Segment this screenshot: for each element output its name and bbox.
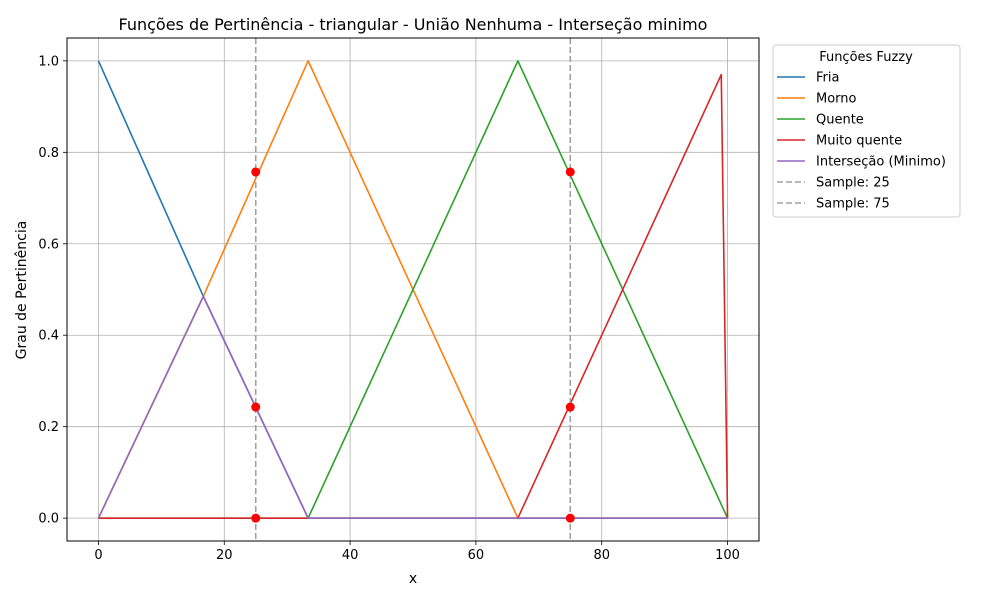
sample-marker (565, 167, 575, 177)
legend-entry-label: Muito quente (816, 134, 902, 149)
sample-marker (251, 402, 261, 412)
sample-lines (254, 38, 572, 541)
sample-marker (251, 513, 261, 523)
x-tick-label: 80 (593, 548, 610, 563)
x-tick-label: 0 (94, 548, 102, 563)
chart-title: Funções de Pertinência - triangular - Un… (119, 15, 708, 34)
series-line-quente (98, 60, 729, 519)
legend-entry-label: Sample: 25 (816, 176, 890, 191)
y-axis-ticks: 0.0 0.2 0.4 0.6 0.8 1.0 (38, 54, 67, 527)
legend-title: Funções Fuzzy (819, 50, 913, 65)
sample-marker (565, 402, 575, 412)
legend: Funções Fuzzy Fria Morno Quente Muito quent… (772, 44, 961, 218)
sample-marker (565, 513, 575, 523)
legend-entry-label: Sample: 75 (816, 197, 890, 212)
series-lines (97, 60, 729, 519)
y-tick-label: 0.4 (38, 329, 59, 344)
x-tick-label: 20 (216, 548, 233, 563)
x-axis-label: x (409, 571, 417, 587)
x-tick-label: 60 (468, 548, 485, 563)
legend-box (772, 44, 961, 218)
x-tick-label: 100 (715, 548, 740, 563)
legend-entry-label: Fria (816, 71, 839, 86)
y-tick-label: 1.0 (38, 54, 59, 69)
legend-entry-label: Morno (816, 92, 857, 107)
x-tick-label: 40 (342, 548, 359, 563)
legend-items: Fria Morno Quente Muito quente Interseção (M… (777, 71, 946, 212)
sample-markers (251, 167, 575, 523)
series-line-interse-o-minimo (97, 295, 728, 519)
legend-entry-label: Quente (816, 113, 864, 128)
legend-entry-label: Interseção (Minimo) (816, 155, 946, 170)
y-tick-label: 0.6 (38, 237, 59, 252)
plot-frame (66, 37, 760, 542)
y-tick-label: 0.8 (38, 146, 59, 161)
sample-marker (251, 167, 261, 177)
series-line-muito-quente (98, 73, 729, 519)
y-tick-label: 0.0 (38, 512, 59, 527)
x-axis-ticks: 0 20 40 60 80 100 (94, 541, 740, 563)
y-tick-label: 0.2 (38, 420, 59, 435)
y-axis-label: Grau de Pertinência (14, 221, 30, 360)
